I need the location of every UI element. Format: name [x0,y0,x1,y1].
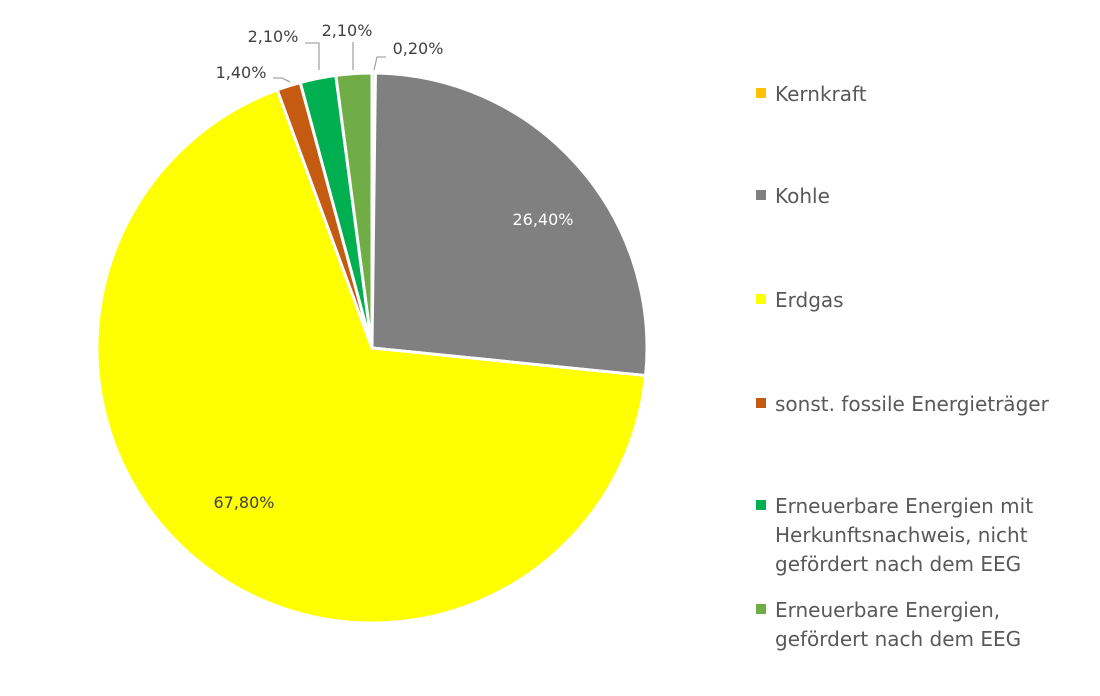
legend-swatch-sonst-fossile [756,398,766,408]
legend-label-ee-nicht-gefoerdert: Erneuerbare Energien mit Herkunftsnachwe… [775,494,1034,576]
leader-lines [273,42,386,83]
leader-line-sonst-fossile [273,77,291,83]
legend-item-kernkraft: Kernkraft [756,80,1075,109]
legend-label-kohle: Kohle [775,184,830,208]
legend-item-sonst-fossile: sonst. fossile Energieträger [756,390,1075,419]
leader-line-kernkraft [373,56,386,71]
data-labels: 0,20% 26,40% 67,80% 1,40% 2,10% 2,10% [213,21,573,512]
data-label-ee-nicht-gefoerdert: 2,10% [248,27,299,46]
legend-swatch-ee-gefoerdert [756,604,766,614]
pie-chart: 0,20% 26,40% 67,80% 1,40% 2,10% 2,10% [95,21,649,625]
pie-slice-kohle [370,71,649,378]
pie-slices [95,71,649,625]
leader-line-ee-nicht-gefoerdert [305,42,320,70]
legend-item-erdgas: Erdgas [756,286,1075,315]
legend-label-ee-gefoerdert: Erneuerbare Energien, gefördert nach dem… [775,598,1022,651]
data-label-kernkraft: 0,20% [393,39,444,58]
legend-item-kohle: Kohle [756,182,1075,211]
legend-swatch-kohle [756,190,766,200]
data-label-kohle: 26,40% [512,210,573,229]
legend-label-kernkraft: Kernkraft [775,82,867,106]
data-label-erdgas: 67,80% [213,493,274,512]
legend-item-ee-nicht-gefoerdert: Erneuerbare Energien mit Herkunftsnachwe… [756,492,1065,579]
legend-swatch-ee-nicht-gefoerdert [756,500,766,510]
legend-swatch-erdgas [756,294,766,304]
legend-label-sonst-fossile: sonst. fossile Energieträger [775,392,1049,416]
legend-item-ee-gefoerdert: Erneuerbare Energien, gefördert nach dem… [756,596,1045,654]
legend-swatch-kernkraft [756,88,766,98]
pie-slice-erdgas [95,87,648,625]
legend-label-erdgas: Erdgas [775,288,844,312]
data-label-ee-gefoerdert: 2,10% [322,21,373,40]
pie-slice-ee-gefoerdert [334,71,374,349]
data-label-sonst-fossile: 1,40% [216,63,267,82]
